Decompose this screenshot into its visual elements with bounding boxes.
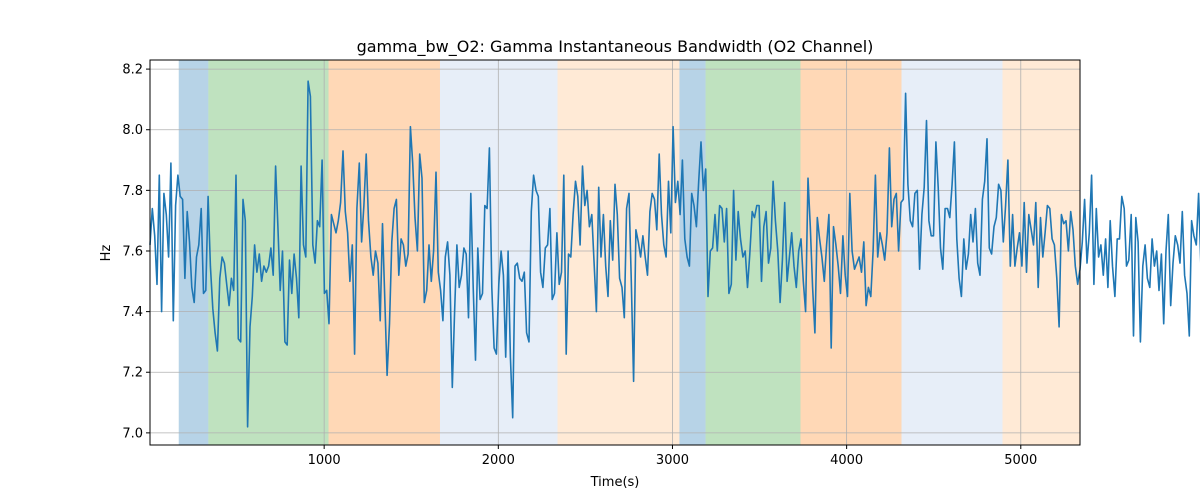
y-tick-label: 7.4 [122, 305, 143, 320]
plot-frame [149, 59, 1081, 446]
state-band [705, 60, 801, 445]
chart-title: gamma_bw_O2: Gamma Instantaneous Bandwid… [357, 37, 874, 57]
state-band [439, 60, 558, 445]
x-axis-label: Time(s) [590, 475, 640, 490]
y-axis: 7.0 7.2 7.4 7.6 7.8 8.0 8.2 [122, 63, 150, 441]
x-tick-label: 2000 [482, 453, 515, 468]
y-tick-label: 8.2 [122, 63, 143, 78]
x-axis: 1000 2000 3000 4000 5000 [308, 445, 1037, 468]
x-tick-label: 3000 [656, 453, 689, 468]
y-tick-label: 8.0 [122, 123, 143, 138]
y-tick-label: 7.8 [122, 184, 143, 199]
x-tick-label: 1000 [308, 453, 341, 468]
state-band [178, 60, 209, 445]
y-axis-label: Hz [99, 245, 114, 262]
x-tick-label: 4000 [830, 453, 863, 468]
state-band [800, 60, 902, 445]
x-tick-label: 5000 [1004, 453, 1037, 468]
state-band [1002, 60, 1080, 445]
y-tick-label: 7.6 [122, 244, 143, 259]
state-band [208, 60, 329, 445]
y-tick-label: 7.2 [122, 366, 143, 381]
state-band [328, 60, 440, 445]
state-band [901, 60, 1003, 445]
series-layer [149, 80, 1200, 428]
series-line [149, 80, 1200, 428]
state-band [679, 60, 706, 445]
y-tick-label: 7.0 [122, 426, 143, 441]
